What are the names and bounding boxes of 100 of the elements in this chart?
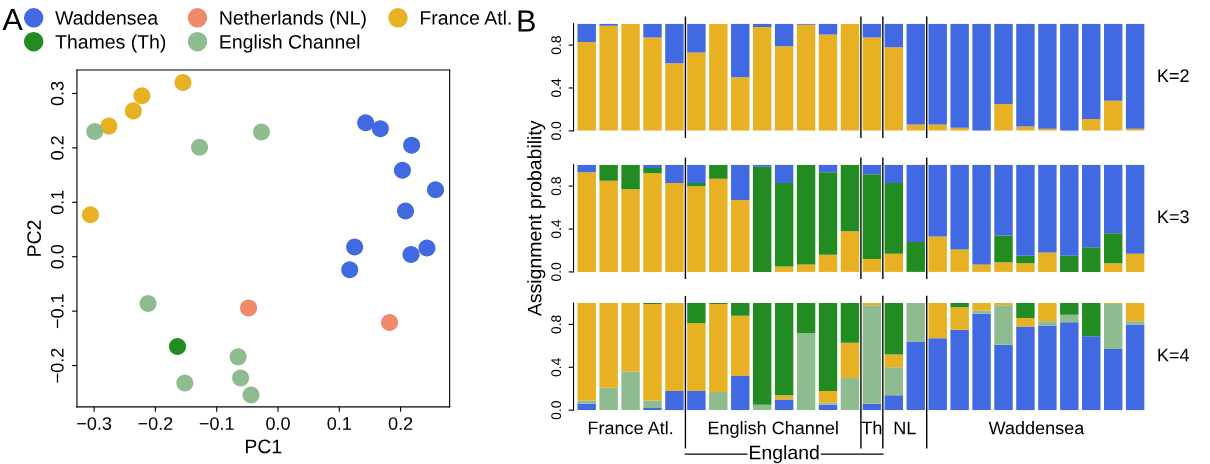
- bar: [731, 315, 750, 376]
- bar: [643, 164, 662, 168]
- bar: [972, 264, 991, 272]
- bar: [1125, 23, 1145, 129]
- point: [139, 295, 157, 313]
- bar: [928, 236, 947, 272]
- point: [174, 74, 192, 92]
- bar: [1016, 302, 1035, 318]
- y-tick-label: 0.8: [551, 315, 562, 334]
- bar: [884, 302, 904, 355]
- bar: [1038, 321, 1057, 326]
- bar: [665, 182, 684, 272]
- bar: [1016, 23, 1035, 127]
- point: [357, 114, 375, 132]
- bar: [643, 304, 662, 401]
- bar: [687, 23, 706, 53]
- bar: [1082, 23, 1101, 120]
- chart-title: B: [518, 10, 535, 32]
- bar: [972, 310, 991, 314]
- point: [242, 386, 260, 404]
- point: [393, 161, 411, 179]
- bar: [884, 253, 904, 272]
- bar: [862, 37, 882, 131]
- bar: [752, 166, 772, 272]
- bar: [687, 186, 706, 272]
- bar: [599, 387, 618, 411]
- bar: [731, 77, 750, 131]
- bar: [752, 23, 772, 27]
- bar: [731, 23, 750, 78]
- bar: [643, 23, 662, 38]
- legend-label: France Atl.: [421, 10, 511, 25]
- bar: [840, 342, 860, 379]
- bar: [994, 23, 1013, 105]
- bar: [1103, 263, 1123, 272]
- bar: [862, 403, 882, 411]
- bar: [1060, 314, 1079, 323]
- legend-label: Waddensea: [55, 10, 159, 25]
- bar: [884, 47, 904, 131]
- text: English Channel: [708, 421, 838, 438]
- legend-label: Thames (Th): [55, 34, 166, 53]
- point: [381, 314, 399, 332]
- bar: [950, 164, 969, 250]
- bar: [665, 390, 684, 411]
- bar: [752, 404, 772, 411]
- bar: [884, 164, 904, 183]
- y-tick-label: 0.2: [50, 136, 64, 160]
- y-tick-label: 0.0: [551, 121, 562, 140]
- bar: [1103, 349, 1123, 411]
- bar: [1016, 255, 1035, 264]
- bar: [665, 302, 684, 391]
- bar: [709, 23, 728, 131]
- bar: [1103, 164, 1123, 234]
- bar: [1038, 164, 1057, 253]
- bar: [774, 164, 794, 183]
- bar: [950, 329, 969, 411]
- bar: [950, 307, 969, 330]
- bar: [687, 52, 706, 131]
- bar: [599, 302, 618, 388]
- x-tick-label: 0.0: [266, 417, 290, 430]
- bar: [1060, 322, 1079, 411]
- bar: [1016, 263, 1035, 272]
- bar: [643, 173, 662, 272]
- bar: [884, 182, 904, 254]
- x-tick-label: 0.2: [388, 417, 413, 430]
- chart-title: A: [2, 9, 23, 31]
- bar: [818, 404, 838, 411]
- bar: [972, 313, 991, 411]
- bar: [577, 403, 596, 411]
- point: [403, 136, 421, 154]
- bar: [862, 302, 882, 306]
- bar: [1060, 164, 1079, 256]
- y-axis-title: Assignment probability: [527, 120, 546, 317]
- x-tick-label: −0.3: [77, 417, 112, 430]
- bar: [621, 189, 640, 272]
- bar: [1082, 302, 1101, 337]
- bar: [884, 367, 904, 396]
- bar: [994, 344, 1013, 411]
- x-tick-label: 0.1: [327, 417, 351, 430]
- bar: [884, 395, 904, 411]
- point: [124, 102, 142, 120]
- bar: [687, 390, 706, 411]
- bar: [1038, 23, 1057, 129]
- bar: [818, 34, 838, 131]
- bar: [709, 391, 728, 411]
- point: [418, 239, 436, 257]
- text: England: [750, 445, 819, 464]
- point: [176, 374, 194, 392]
- bar: [731, 375, 750, 411]
- bar: [862, 259, 882, 272]
- bar: [928, 23, 947, 125]
- point: [229, 348, 247, 366]
- bar: [1060, 255, 1079, 272]
- bar: [818, 254, 838, 272]
- bar: [1103, 23, 1123, 101]
- bar: [950, 302, 969, 308]
- bar: [1082, 247, 1101, 272]
- bar: [1103, 304, 1123, 350]
- bar: [577, 302, 596, 401]
- bar: [928, 124, 947, 131]
- bar: [994, 305, 1013, 345]
